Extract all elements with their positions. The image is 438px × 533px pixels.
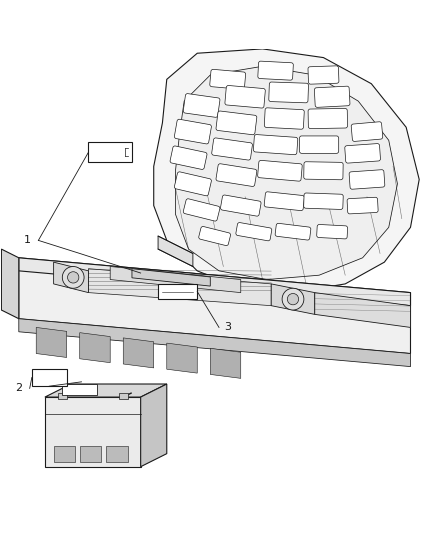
FancyBboxPatch shape — [304, 161, 343, 180]
FancyBboxPatch shape — [216, 111, 257, 135]
FancyBboxPatch shape — [308, 66, 339, 84]
Polygon shape — [19, 319, 410, 367]
Text: 1: 1 — [24, 236, 31, 245]
Polygon shape — [158, 236, 193, 266]
FancyBboxPatch shape — [258, 61, 293, 80]
Circle shape — [282, 288, 304, 310]
FancyBboxPatch shape — [254, 134, 298, 155]
Polygon shape — [271, 284, 315, 314]
FancyBboxPatch shape — [264, 108, 304, 129]
FancyBboxPatch shape — [199, 227, 230, 246]
FancyBboxPatch shape — [170, 146, 207, 169]
Polygon shape — [167, 343, 197, 373]
FancyBboxPatch shape — [80, 446, 102, 462]
Polygon shape — [1, 249, 19, 319]
FancyBboxPatch shape — [58, 393, 67, 399]
FancyBboxPatch shape — [220, 195, 261, 216]
Polygon shape — [141, 384, 167, 467]
FancyBboxPatch shape — [210, 69, 246, 90]
FancyBboxPatch shape — [53, 446, 75, 462]
FancyBboxPatch shape — [264, 192, 304, 211]
FancyBboxPatch shape — [212, 138, 252, 160]
Polygon shape — [123, 338, 154, 368]
FancyBboxPatch shape — [216, 164, 257, 187]
Polygon shape — [176, 66, 397, 279]
FancyBboxPatch shape — [347, 197, 378, 214]
FancyBboxPatch shape — [236, 223, 272, 241]
FancyBboxPatch shape — [174, 172, 212, 196]
FancyBboxPatch shape — [317, 224, 348, 239]
FancyBboxPatch shape — [106, 446, 127, 462]
FancyBboxPatch shape — [88, 142, 132, 162]
Polygon shape — [45, 384, 167, 397]
Text: 2: 2 — [15, 383, 22, 393]
Polygon shape — [80, 333, 110, 362]
Polygon shape — [45, 397, 141, 467]
FancyBboxPatch shape — [304, 193, 343, 209]
FancyBboxPatch shape — [258, 160, 302, 181]
FancyBboxPatch shape — [345, 143, 381, 163]
FancyBboxPatch shape — [158, 284, 197, 299]
Polygon shape — [36, 327, 67, 358]
FancyBboxPatch shape — [351, 122, 383, 141]
Polygon shape — [132, 269, 210, 286]
FancyBboxPatch shape — [225, 85, 265, 108]
FancyBboxPatch shape — [174, 119, 212, 144]
Polygon shape — [210, 349, 241, 378]
Polygon shape — [315, 293, 410, 327]
FancyBboxPatch shape — [275, 223, 311, 240]
FancyBboxPatch shape — [314, 86, 350, 107]
FancyBboxPatch shape — [308, 108, 347, 128]
FancyBboxPatch shape — [183, 199, 220, 221]
FancyBboxPatch shape — [62, 384, 97, 395]
FancyBboxPatch shape — [300, 136, 339, 154]
Polygon shape — [88, 269, 271, 305]
Polygon shape — [110, 266, 241, 293]
FancyBboxPatch shape — [32, 369, 67, 386]
FancyBboxPatch shape — [269, 82, 308, 103]
Polygon shape — [19, 258, 410, 305]
Polygon shape — [53, 262, 88, 293]
Text: 3: 3 — [224, 322, 231, 333]
Circle shape — [287, 294, 299, 305]
Circle shape — [62, 266, 84, 288]
Polygon shape — [154, 49, 419, 293]
FancyBboxPatch shape — [183, 94, 220, 117]
FancyBboxPatch shape — [119, 393, 127, 399]
FancyBboxPatch shape — [349, 169, 385, 189]
Circle shape — [67, 272, 79, 283]
Polygon shape — [19, 258, 410, 353]
